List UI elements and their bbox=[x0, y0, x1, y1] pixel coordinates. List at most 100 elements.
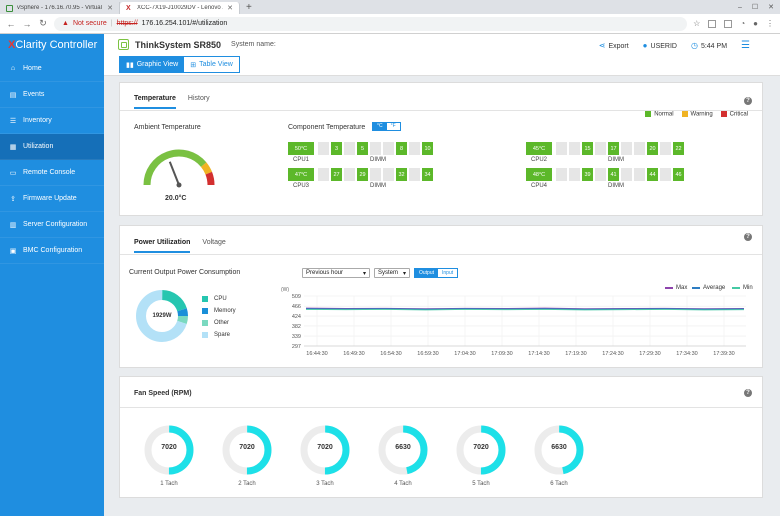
sidebar-item-inventory[interactable]: ☰ Inventory bbox=[0, 108, 104, 134]
dimm-empty-slot bbox=[634, 168, 645, 181]
input-button[interactable]: Input bbox=[438, 269, 458, 277]
fan-gauge: 7020 5 Tach bbox=[451, 423, 511, 493]
fan-ring bbox=[222, 425, 272, 475]
forward-arrow-icon[interactable]: → bbox=[22, 18, 32, 29]
help-icon[interactable]: ? bbox=[744, 233, 752, 241]
dimm-empty-slot bbox=[634, 142, 645, 155]
x-tick-label: 17:39:30 bbox=[713, 351, 734, 357]
sidebar: X Clarity Controller ⌂ Home ▤ Events ☰ Invento… bbox=[0, 34, 104, 516]
fan-gauge: 6630 4 Tach bbox=[373, 423, 433, 493]
bookmark-star-icon[interactable]: ☆ bbox=[693, 19, 701, 28]
user-menu[interactable]: ● USERID bbox=[642, 41, 677, 50]
sidebar-item-label: Remote Console bbox=[23, 169, 76, 176]
browser-tab-bar: vSphere - 176.16.70.95 - Virtual … ✕ X X… bbox=[0, 0, 780, 14]
sidebar-item-remote-console[interactable]: ▭ Remote Console bbox=[0, 160, 104, 186]
cpu-label: CPU4 bbox=[531, 183, 548, 189]
new-tab-button[interactable]: + bbox=[246, 2, 252, 13]
dimm-empty-slot bbox=[409, 168, 420, 181]
gauge-hub bbox=[176, 182, 182, 188]
gauge-warning-band bbox=[200, 162, 213, 175]
graphic-view-button[interactable]: ▮▮ Graphic View bbox=[120, 57, 185, 72]
period-select[interactable]: Previous hour ▾ bbox=[302, 268, 370, 278]
sidebar-item-firmware-update[interactable]: ⇪ Firmware Update bbox=[0, 186, 104, 212]
x-tick-label: 16:49:30 bbox=[343, 351, 364, 357]
share-icon: ⋖ bbox=[598, 41, 606, 50]
legend-critical: Critical bbox=[720, 111, 748, 118]
dimm-temperature-chip: 34 bbox=[422, 168, 433, 181]
sidebar-item-bmc-configuration[interactable]: ▣ BMC Configuration bbox=[0, 238, 104, 264]
minimize-icon[interactable]: – bbox=[737, 4, 742, 11]
cpu-temperature-chip: 50°C bbox=[288, 142, 314, 155]
power-donut-chart bbox=[136, 290, 188, 342]
dropdown-arrow-icon: ▾ bbox=[402, 270, 406, 277]
donut-slice-spare bbox=[136, 290, 188, 342]
dimm-empty-slot bbox=[409, 142, 420, 155]
profile-icon[interactable]: ● bbox=[753, 19, 758, 28]
sidebar-item-home[interactable]: ⌂ Home bbox=[0, 56, 104, 82]
tab-temperature[interactable]: Temperature bbox=[134, 95, 176, 109]
fan-ring bbox=[534, 425, 584, 475]
fan-rpm-value: 7020 bbox=[239, 444, 255, 451]
firmware-icon: ⇪ bbox=[10, 195, 16, 203]
x-tick-label: 17:14:30 bbox=[528, 351, 549, 357]
x-tick-label: 17:34:30 bbox=[676, 351, 697, 357]
donut-legend-memory: Memory bbox=[202, 308, 236, 314]
dimm-empty-slot bbox=[383, 168, 394, 181]
fan-label: 1 Tach bbox=[160, 481, 178, 487]
chart-legend-min: Min bbox=[732, 285, 753, 291]
back-arrow-icon[interactable]: ← bbox=[6, 18, 16, 29]
y-tick-label: 297 bbox=[292, 344, 301, 350]
tab-history[interactable]: History bbox=[187, 95, 210, 102]
dimm-temperature-chip: 22 bbox=[673, 142, 684, 155]
sidebar-item-server-configuration[interactable]: ▥ Server Configuration bbox=[0, 212, 104, 238]
export-button[interactable]: ⋖ Export bbox=[598, 41, 629, 50]
maximize-icon[interactable]: ☐ bbox=[751, 4, 759, 11]
bmc-icon: ▣ bbox=[9, 247, 17, 255]
temperature-panel: Temperature History ? Ambient Temperatur… bbox=[119, 82, 763, 216]
tab-voltage[interactable]: Voltage bbox=[202, 239, 226, 246]
x-tick-label: 16:54:30 bbox=[380, 351, 401, 357]
address-bar[interactable]: ▲ Not secure | https://176.16.254.101/#/… bbox=[54, 16, 688, 31]
dimm-empty-slot bbox=[318, 142, 329, 155]
fahrenheit-button[interactable]: °F bbox=[386, 123, 400, 130]
legend-normal: Normal bbox=[645, 111, 674, 118]
output-button[interactable]: Output bbox=[415, 269, 439, 277]
close-tab-icon[interactable]: ✕ bbox=[107, 5, 113, 12]
sidebar-item-utilization[interactable]: ▦ Utilization bbox=[0, 134, 104, 160]
reload-icon[interactable]: ↻ bbox=[39, 18, 47, 28]
table-icon: ⊞ bbox=[190, 61, 197, 69]
browser-menu-icon[interactable]: ⋮ bbox=[766, 19, 774, 28]
close-tab-icon[interactable]: ✕ bbox=[227, 5, 233, 12]
browser-tab-vsphere[interactable]: vSphere - 176.16.70.95 - Virtual … ✕ bbox=[0, 2, 120, 14]
extension-icon[interactable] bbox=[708, 19, 717, 28]
extension-icon[interactable] bbox=[724, 19, 733, 28]
y-tick-label: 509 bbox=[292, 294, 301, 300]
help-icon[interactable]: ? bbox=[744, 97, 752, 105]
dimm-empty-slot bbox=[318, 168, 329, 181]
inventory-icon: ☰ bbox=[9, 117, 17, 125]
legend-swatch bbox=[202, 320, 208, 326]
close-window-icon[interactable]: ✕ bbox=[768, 4, 774, 11]
sidebar-item-label: Home bbox=[23, 65, 42, 72]
table-view-button[interactable]: ⊞ Table View bbox=[184, 57, 239, 72]
browser-tab-xcc[interactable]: X XCC-7X19-J10029DV - Lenovo X… ✕ bbox=[120, 2, 240, 14]
help-icon[interactable]: ? bbox=[744, 389, 752, 397]
cpu-temperature-chip: 45°C bbox=[526, 142, 552, 155]
celsius-button[interactable]: °C bbox=[373, 123, 387, 130]
tab-power-utilization[interactable]: Power Utilization bbox=[134, 239, 191, 253]
fan-label: 5 Tach bbox=[472, 481, 490, 487]
fan-ring-fill bbox=[300, 425, 350, 475]
extension-circle-icon[interactable]: ◔ bbox=[740, 19, 746, 28]
sidebar-item-events[interactable]: ▤ Events bbox=[0, 82, 104, 108]
cpu-temperature-chip: 47°C bbox=[288, 168, 314, 181]
dimm-temperature-chip: 17 bbox=[608, 142, 619, 155]
browser-toolbar: ← → ↻ ▲ Not secure | https://176.16.254.… bbox=[0, 14, 780, 34]
sidebar-item-label: Firmware Update bbox=[23, 195, 77, 202]
dimm-temperature-chip: 15 bbox=[582, 142, 593, 155]
temperature-unit-toggle: °C °F bbox=[372, 122, 401, 131]
dimm-empty-slot bbox=[556, 142, 567, 155]
scope-select[interactable]: System ▾ bbox=[374, 268, 410, 278]
cpu-label: CPU1 bbox=[293, 157, 310, 163]
y-tick-label: 382 bbox=[292, 324, 301, 330]
hamburger-menu-icon[interactable]: ☰ bbox=[741, 40, 750, 51]
